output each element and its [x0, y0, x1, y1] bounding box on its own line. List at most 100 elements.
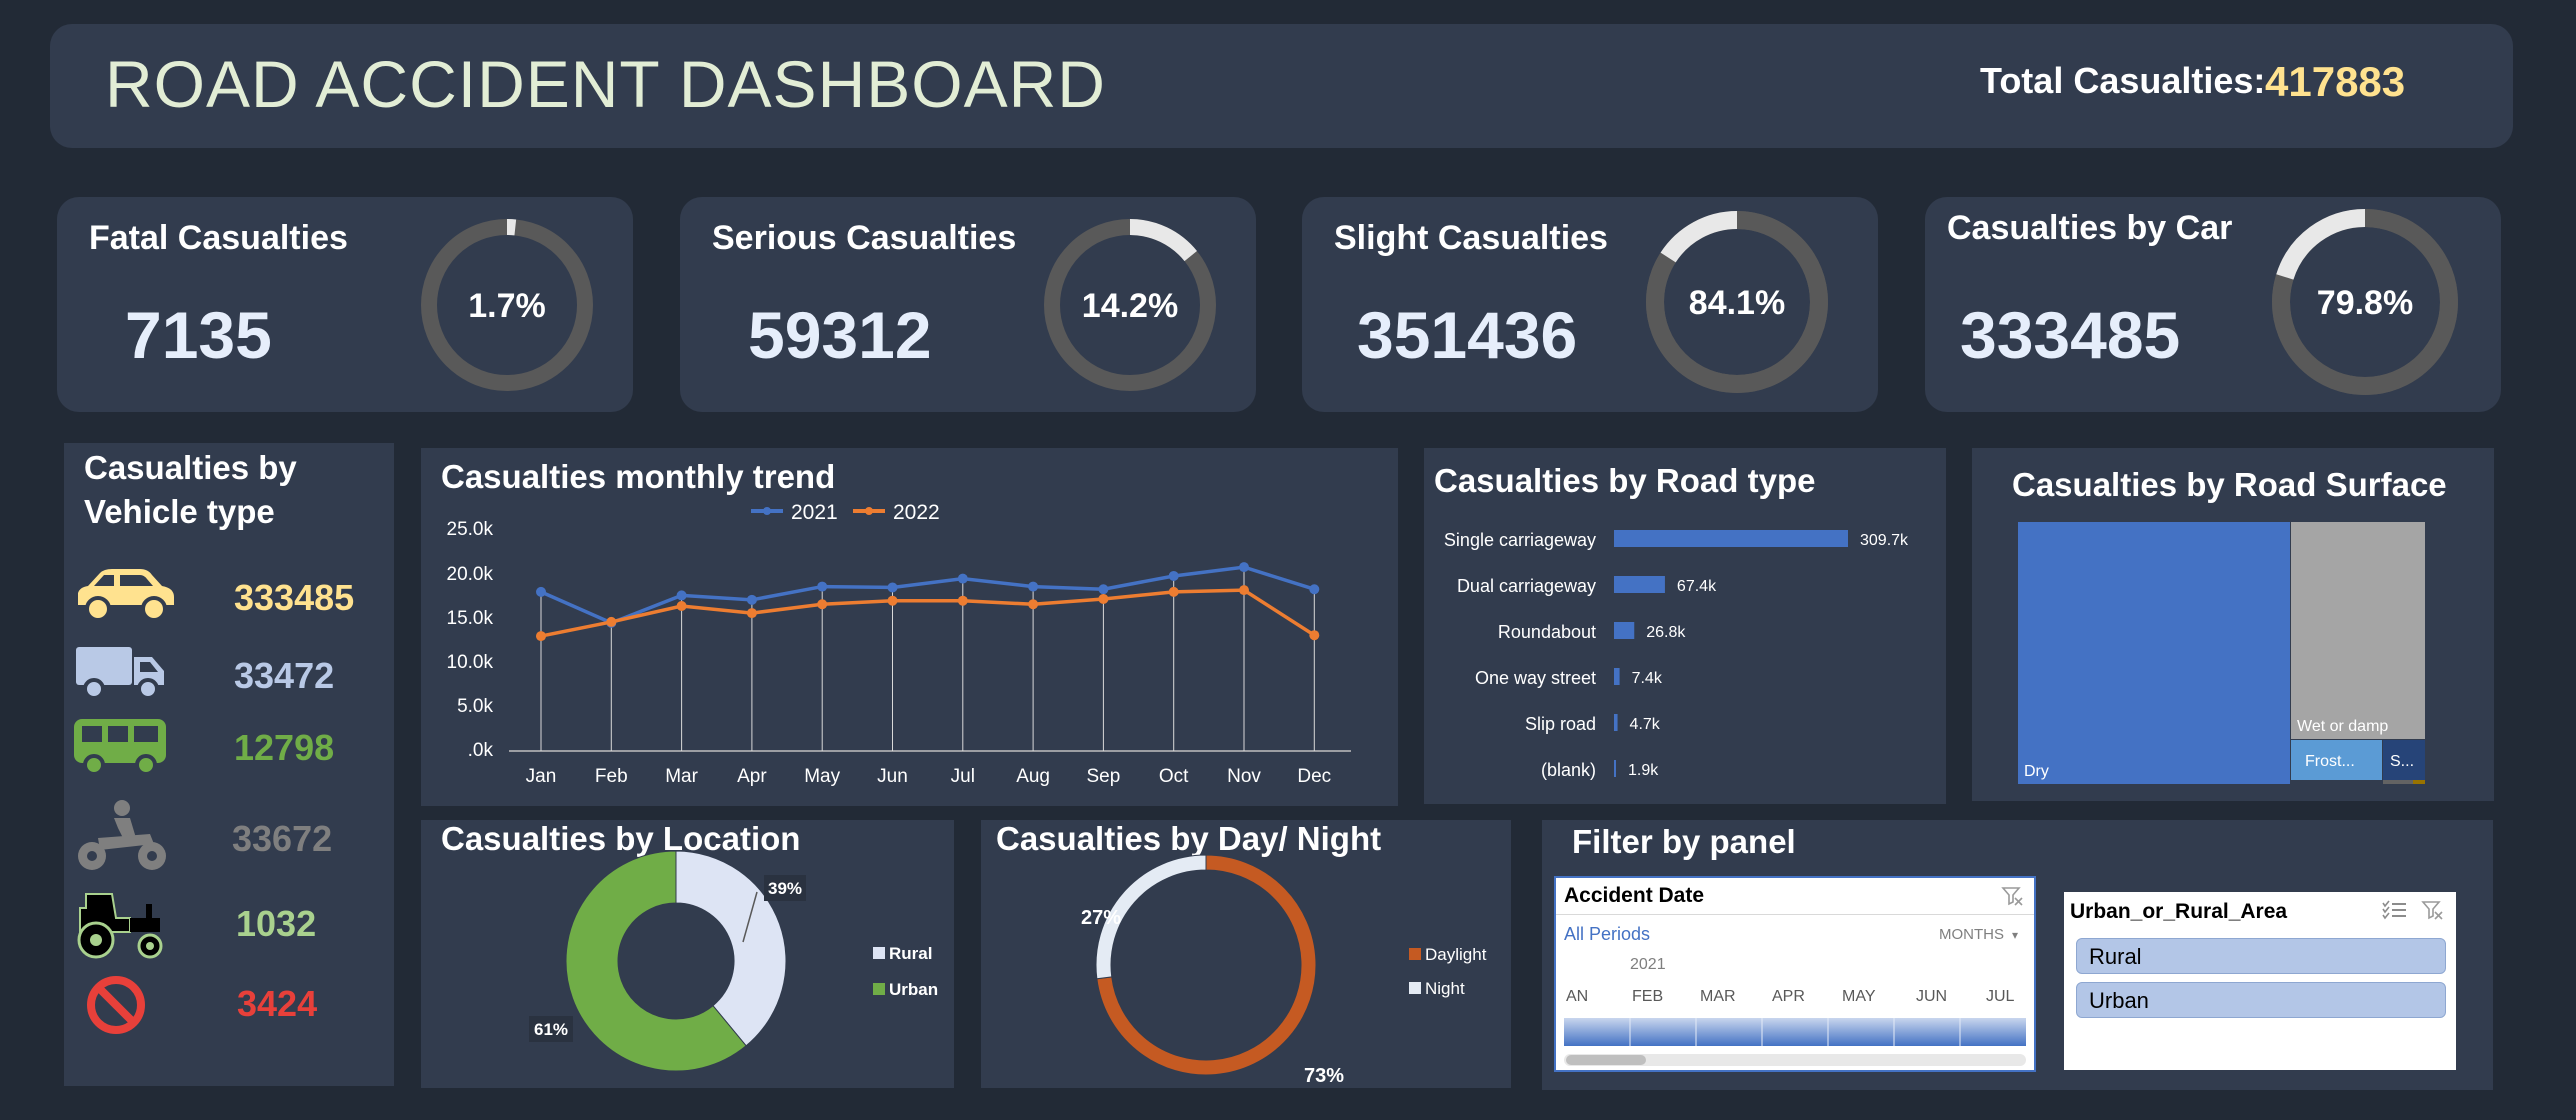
vehicle-row-van: 33472	[64, 643, 394, 713]
kpi-donut-arc	[2272, 209, 2458, 395]
clear-filter-icon[interactable]	[2420, 898, 2444, 922]
kpi-label: Casualties by Car	[1947, 209, 2233, 247]
timeline-scrollbar[interactable]	[1564, 1054, 2026, 1066]
day-night-panel: Casualties by Day/ Night 73% 27% Dayligh…	[981, 820, 1511, 1088]
road-type-chart: Single carriageway 309.7k Dual carriageway…	[1444, 530, 1909, 780]
kpi-card-serious: Serious Casualties 59312 14.2%	[680, 197, 1256, 412]
timeline-month[interactable]: FEB	[1632, 988, 1664, 1005]
day-night-donut-chart: 73% 27% Daylight Night	[1081, 854, 1487, 1087]
x-tick-label: Feb	[595, 766, 628, 787]
legend-label-2022: 2022	[893, 501, 940, 524]
slicer-item-rural[interactable]: Rural	[2076, 938, 2446, 974]
x-tick-label: Dec	[1297, 766, 1331, 787]
location-panel: Casualties by Location 39% 61% Rural Urb…	[421, 820, 954, 1088]
kpi-donut-arc	[1646, 211, 1828, 393]
vehicle-value-tractor: 1032	[236, 903, 317, 944]
timeline-month[interactable]: AN	[1566, 988, 1589, 1005]
vehicle-title-line2: Vehicle type	[84, 493, 275, 530]
road-surface-treemap: Dry Wet or damp Frost... S...	[2018, 522, 2425, 784]
bar-category-label: Roundabout	[1498, 622, 1596, 642]
day-night-label-daylight: 73%	[1304, 1065, 1344, 1087]
data-point-2022	[1168, 586, 1179, 597]
timeline-bar[interactable]	[1564, 1018, 2026, 1046]
data-point-2022	[957, 595, 968, 606]
legend-marker-2021	[763, 507, 771, 515]
location-title: Casualties by Location	[441, 820, 801, 857]
bus-icon	[74, 719, 166, 776]
x-tick-label: May	[804, 766, 840, 787]
data-point-2022	[1309, 630, 1320, 641]
bar-value-label: 67.4k	[1677, 578, 1717, 595]
location-label-box-urban	[529, 1016, 573, 1042]
kpi-card-fatal: Fatal Casualties 7135 1.7%	[57, 197, 633, 412]
location-leader-line	[742, 891, 758, 943]
bar	[1614, 622, 1635, 639]
treemap-cell-wet	[2291, 522, 2425, 739]
clear-filter-icon[interactable]	[2000, 884, 2024, 908]
treemap-cell-other	[2383, 780, 2413, 784]
vehicle-value-van: 33472	[234, 655, 335, 696]
data-point-2021	[676, 590, 687, 601]
timeline-month[interactable]: APR	[1772, 988, 1805, 1005]
treemap-cell-frost	[2291, 740, 2382, 780]
y-tick-label: .0k	[468, 740, 494, 761]
bar	[1614, 530, 1848, 547]
total-casualties-label: Total Casualties:	[1980, 60, 2266, 101]
bar-value-label: 26.8k	[1646, 624, 1686, 641]
kpi-donut: 84.1%	[1646, 211, 1828, 393]
timeline-month[interactable]: JUN	[1916, 988, 1948, 1005]
series-line-2022	[540, 588, 1316, 638]
treemap-cell-dry	[2018, 522, 2290, 784]
accident-date-slicer-title: Accident Date	[1564, 884, 1705, 907]
vehicle-row-bus: 12798	[64, 715, 394, 785]
all-periods-link[interactable]: All Periods	[1564, 924, 1651, 944]
x-tick-label: Oct	[1159, 766, 1189, 787]
time-level-dropdown[interactable]: MONTHS	[1939, 926, 2004, 943]
chevron-down-icon[interactable]: ▾	[2011, 928, 2018, 942]
filter-panel: Filter by panel Accident Date All Period…	[1542, 820, 2493, 1090]
bar	[1614, 714, 1618, 731]
location-label-urban: 61%	[534, 1020, 568, 1039]
x-tick-label: Mar	[665, 766, 698, 787]
data-point-2022	[606, 616, 617, 627]
kpi-card-slight: Slight Casualties 351436 84.1%	[1302, 197, 1878, 412]
timeline-scroll-thumb[interactable]	[1566, 1055, 1646, 1065]
day-night-label-night: 27%	[1081, 907, 1121, 929]
bar-value-label: 309.7k	[1860, 532, 1909, 549]
kpi-card-car: Casualties by Car 333485 79.8%	[1925, 197, 2501, 412]
donut-slice-Urban	[565, 850, 747, 1072]
donut-slice-Rural	[675, 850, 787, 1047]
data-point-2022	[817, 599, 828, 610]
legend-swatch-rural	[873, 947, 885, 959]
kpi-donut: 14.2%	[1044, 219, 1216, 391]
treemap-label-wet: Wet or damp	[2297, 718, 2388, 735]
y-tick-label: 5.0k	[457, 696, 493, 717]
monthly-trend-panel: Casualties monthly trend 2021 2022 25.0k…	[421, 448, 1398, 806]
vehicle-row-tractor: 1032	[64, 888, 394, 959]
trend-marks: Jan Feb Mar Apr May Jun Jul Aug Sep Oct Nov Dec	[526, 562, 1331, 787]
legend-swatch-night	[1409, 982, 1421, 994]
x-tick-label: Aug	[1016, 766, 1050, 787]
legend-label-daylight: Daylight	[1425, 945, 1487, 964]
y-tick-label: 10.0k	[447, 652, 494, 673]
data-point-2021	[1098, 584, 1109, 595]
bar	[1614, 576, 1665, 593]
monthly-trend-title: Casualties monthly trend	[441, 458, 836, 495]
bar	[1614, 668, 1620, 685]
bar-category-label: Single carriageway	[1444, 530, 1596, 550]
data-point-2022	[1239, 585, 1249, 596]
data-point-2022	[887, 595, 898, 606]
multi-select-icon[interactable]	[2382, 898, 2408, 922]
bar-category-label: One way street	[1475, 668, 1596, 688]
donut-slice-Daylight	[1096, 854, 1317, 1076]
bar-value-label: 4.7k	[1630, 716, 1661, 733]
y-tick-label: 20.0k	[447, 564, 494, 585]
timeline-month[interactable]: MAY	[1842, 988, 1876, 1005]
timeline-month[interactable]: JUL	[1986, 988, 2015, 1005]
x-tick-label: Nov	[1227, 766, 1261, 787]
kpi-value: 59312	[748, 298, 932, 372]
timeline-month[interactable]: MAR	[1700, 988, 1736, 1005]
bar	[1614, 760, 1616, 777]
tractor-icon	[77, 893, 163, 959]
slicer-item-urban[interactable]: Urban	[2076, 982, 2446, 1018]
